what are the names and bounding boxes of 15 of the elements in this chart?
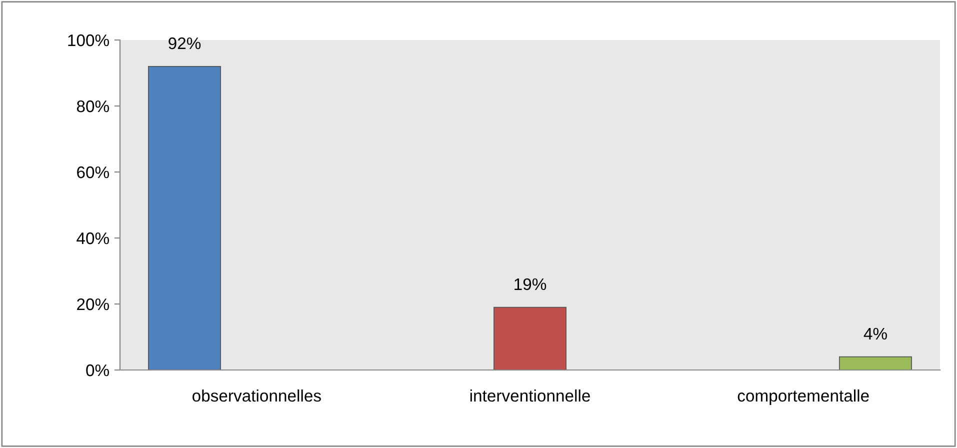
y-tick-label: 60% [77, 166, 109, 178]
y-tick-label: 80% [76, 100, 109, 112]
y-tick-label: 0% [86, 364, 109, 376]
y-tick-label: 20% [77, 298, 109, 310]
data-label: 4% [864, 328, 887, 340]
y-tick-label: 40% [76, 232, 109, 244]
x-tick-label: comportementalle [738, 389, 869, 405]
data-label: 92% [168, 37, 201, 50]
x-tick-label: interventionnelle [470, 389, 590, 402]
bar [148, 66, 222, 370]
bar [494, 306, 566, 370]
y-tick-label: 100% [68, 34, 109, 46]
bar [838, 356, 912, 370]
x-tick-label: observationnelles [192, 389, 321, 402]
data-label: 19% [514, 278, 546, 290]
